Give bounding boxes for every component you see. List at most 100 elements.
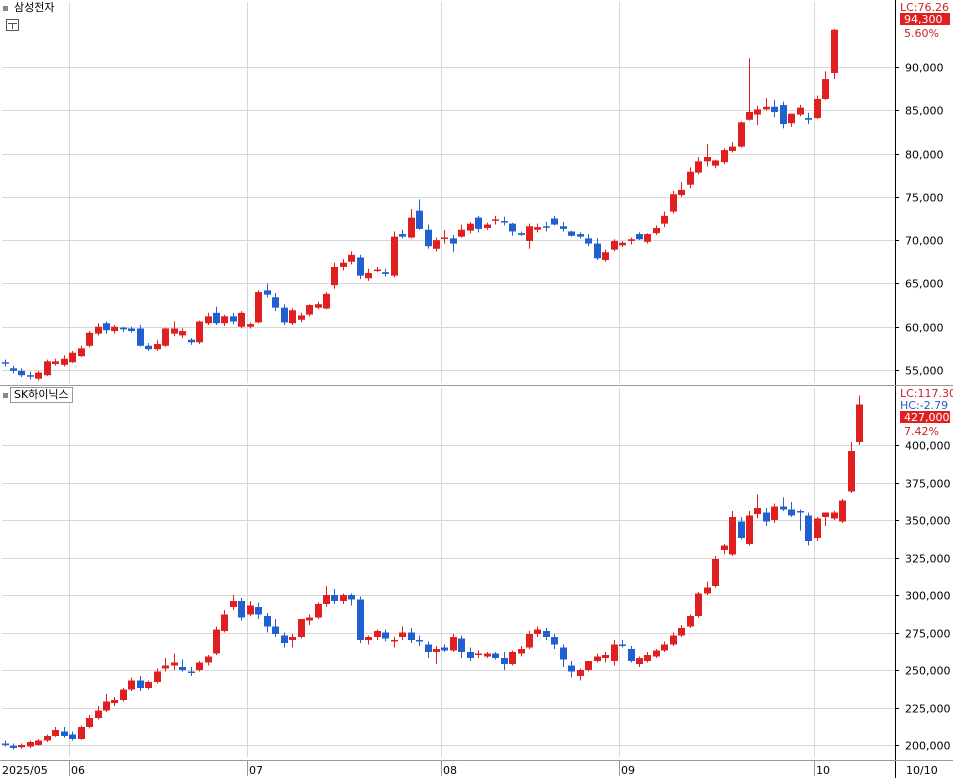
candle-body <box>856 404 863 442</box>
candle-body <box>95 326 102 334</box>
candle-body <box>484 653 491 657</box>
candle-body <box>408 217 415 238</box>
candle-body <box>78 348 85 357</box>
candle-body <box>754 109 761 115</box>
candle-body <box>526 226 533 241</box>
candle-body <box>594 656 601 661</box>
candle-body <box>289 310 296 324</box>
x-tick-label: 10 <box>816 764 830 777</box>
candle-body <box>543 631 550 637</box>
price-tag-bg <box>900 13 950 25</box>
candle-body <box>602 655 609 658</box>
candle-body <box>408 632 415 640</box>
candle-body <box>340 262 347 267</box>
candle-body <box>425 644 432 652</box>
price-tag: 427,000 <box>904 411 950 424</box>
candle-body <box>839 500 846 522</box>
candle-body <box>416 640 423 642</box>
candle-body <box>653 228 660 234</box>
candle-body <box>111 700 118 703</box>
candle-body <box>103 701 110 711</box>
candle-body <box>441 647 448 651</box>
y-tick-label: 85,000 <box>905 105 944 118</box>
candle-body <box>551 637 558 645</box>
price-tag-bg <box>900 411 950 423</box>
candle-body <box>805 118 812 120</box>
candle-body <box>458 229 465 237</box>
candle-body <box>467 652 474 658</box>
candle-body <box>577 234 584 237</box>
candle-body <box>86 718 93 727</box>
candle-body <box>644 655 651 661</box>
candle-body <box>69 352 76 363</box>
candle-body <box>44 361 51 376</box>
candle-body <box>602 252 609 261</box>
candle-body <box>729 517 736 555</box>
candle-body <box>103 323 110 331</box>
grid-table-icon[interactable] <box>6 19 19 31</box>
candle-body <box>509 652 516 664</box>
lc-value: LC:76.26 <box>900 1 949 14</box>
candle-body <box>247 605 254 615</box>
candle-body <box>822 79 829 99</box>
candle-body <box>509 223 516 232</box>
candle-body <box>594 243 601 259</box>
candle-body <box>281 635 288 643</box>
candle-body <box>788 509 795 516</box>
candle-body <box>763 106 770 110</box>
candle-body <box>661 644 668 651</box>
candle-body <box>154 671 161 682</box>
candle-body <box>518 649 525 654</box>
candle-body <box>450 637 457 651</box>
candle-body <box>238 601 245 618</box>
candle-body <box>289 637 296 640</box>
candle-body <box>399 632 406 637</box>
panel-1-bullet-icon <box>3 6 8 11</box>
candle-body <box>475 653 482 655</box>
panel-1-title[interactable]: 삼성전자 <box>10 0 59 16</box>
candle-body <box>264 616 271 627</box>
candle-body <box>18 370 25 376</box>
candle-body <box>44 736 51 741</box>
candle-body <box>712 559 719 586</box>
x-tick-label: 07 <box>249 764 263 777</box>
candle-body <box>2 362 9 364</box>
candle-body <box>738 122 745 147</box>
candle-body <box>560 647 567 660</box>
candle-body <box>95 710 102 718</box>
candle-body <box>365 273 372 279</box>
y-tick-label: 90,000 <box>905 62 944 75</box>
x-tick-label: 10/10 <box>906 764 938 777</box>
candle-body <box>331 266 338 286</box>
candle-body <box>162 665 169 669</box>
y-tick-label: 225,000 <box>905 703 951 716</box>
candle-body <box>2 743 9 745</box>
candle-body <box>281 307 288 323</box>
candle-body <box>78 727 85 739</box>
x-tick-label: 08 <box>443 764 457 777</box>
candle-body <box>221 316 228 324</box>
candle-body <box>492 653 499 658</box>
candle-body <box>196 662 203 670</box>
candle-body <box>61 358 68 365</box>
candle-body <box>771 506 778 520</box>
candle-body <box>788 113 795 124</box>
candle-body <box>213 629 220 654</box>
candle-body <box>721 150 728 163</box>
candle-body <box>441 237 448 240</box>
candle-body <box>205 656 212 663</box>
candle-body <box>721 545 728 550</box>
candle-body <box>763 512 770 522</box>
lc-value: LC:117.30 <box>900 387 953 400</box>
candle-body <box>805 515 812 541</box>
candle-body <box>560 226 567 229</box>
y-tick-label: 80,000 <box>905 149 944 162</box>
candle-body <box>264 290 271 295</box>
candle-body <box>86 332 93 346</box>
x-tick-label: 09 <box>621 764 635 777</box>
candle-body <box>814 518 821 538</box>
panel-2-title[interactable]: SK하이닉스 <box>10 387 73 403</box>
candle-body <box>661 215 668 224</box>
x-tick-label: 2025/05 <box>2 764 48 777</box>
